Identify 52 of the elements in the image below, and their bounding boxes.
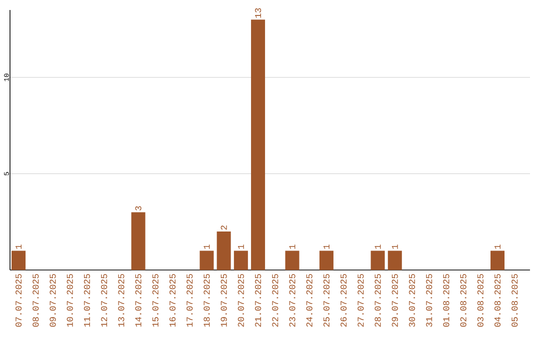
bar (490, 250, 505, 270)
x-tick-label: 15.07.2025 (152, 274, 158, 327)
bar (131, 212, 146, 270)
bar (319, 250, 334, 270)
x-tick-label: 20.07.2025 (238, 274, 244, 327)
data-label: 3 (135, 206, 142, 210)
x-tick-label: 11.07.2025 (84, 274, 90, 327)
data-label: 1 (392, 244, 398, 249)
x-tick-label: 28.07.2025 (374, 274, 381, 327)
bar (12, 250, 26, 270)
bar (370, 250, 385, 270)
x-tick-label: 29.07.2025 (392, 274, 398, 327)
bar (388, 250, 402, 270)
x-tick-label: 31.07.2025 (426, 274, 432, 327)
x-tick-label: 14.07.2025 (135, 274, 142, 327)
x-tick-label: 25.07.2025 (323, 274, 330, 327)
bar (234, 250, 248, 270)
x-tick-label: 03.08.2025 (477, 274, 484, 327)
data-label: 1 (494, 244, 500, 249)
x-tick-label: 05.08.2025 (512, 274, 518, 327)
x-tick-label: 12.07.2025 (101, 274, 108, 327)
bar (216, 231, 231, 270)
x-tick-label: 10.07.2025 (66, 274, 73, 327)
x-tick-label: 21.07.2025 (254, 274, 262, 327)
data-label: 1 (204, 244, 210, 249)
data-label: 1 (374, 244, 381, 249)
data-label: 1 (238, 244, 244, 249)
x-tick-label: 30.07.2025 (408, 274, 416, 327)
data-label: 1 (16, 244, 22, 249)
x-tick-label: 22.07.2025 (272, 274, 278, 327)
x-tick-label: 08.07.2025 (32, 274, 39, 327)
data-label: 2 (220, 226, 227, 230)
bar (251, 20, 266, 270)
x-tick-label: 18.07.2025 (204, 274, 210, 327)
x-tick-label: 17.07.2025 (186, 274, 193, 327)
x-tick-label: 23.07.2025 (289, 274, 296, 327)
x-tick-label: 09.07.2025 (50, 274, 56, 327)
data-label: 1 (289, 244, 296, 249)
x-tick-label: 16.07.2025 (169, 274, 176, 327)
x-tick-label: 07.07.2025 (16, 274, 22, 327)
x-tick-label: 24.07.2025 (306, 274, 312, 327)
bar (200, 250, 214, 270)
bar (285, 250, 300, 270)
x-tick-label: 02.08.2025 (460, 274, 466, 327)
x-tick-label: 26.07.2025 (340, 274, 347, 327)
x-tick-label: 01.08.2025 (443, 274, 450, 327)
x-tick-label: 19.07.2025 (220, 274, 227, 327)
x-tick-label: 13.07.2025 (118, 274, 124, 327)
x-tick-label: 27.07.2025 (358, 274, 364, 327)
data-label: 1 (324, 244, 330, 249)
data-label: 13 (254, 8, 262, 18)
x-tick-label: 04.08.2025 (494, 274, 501, 327)
